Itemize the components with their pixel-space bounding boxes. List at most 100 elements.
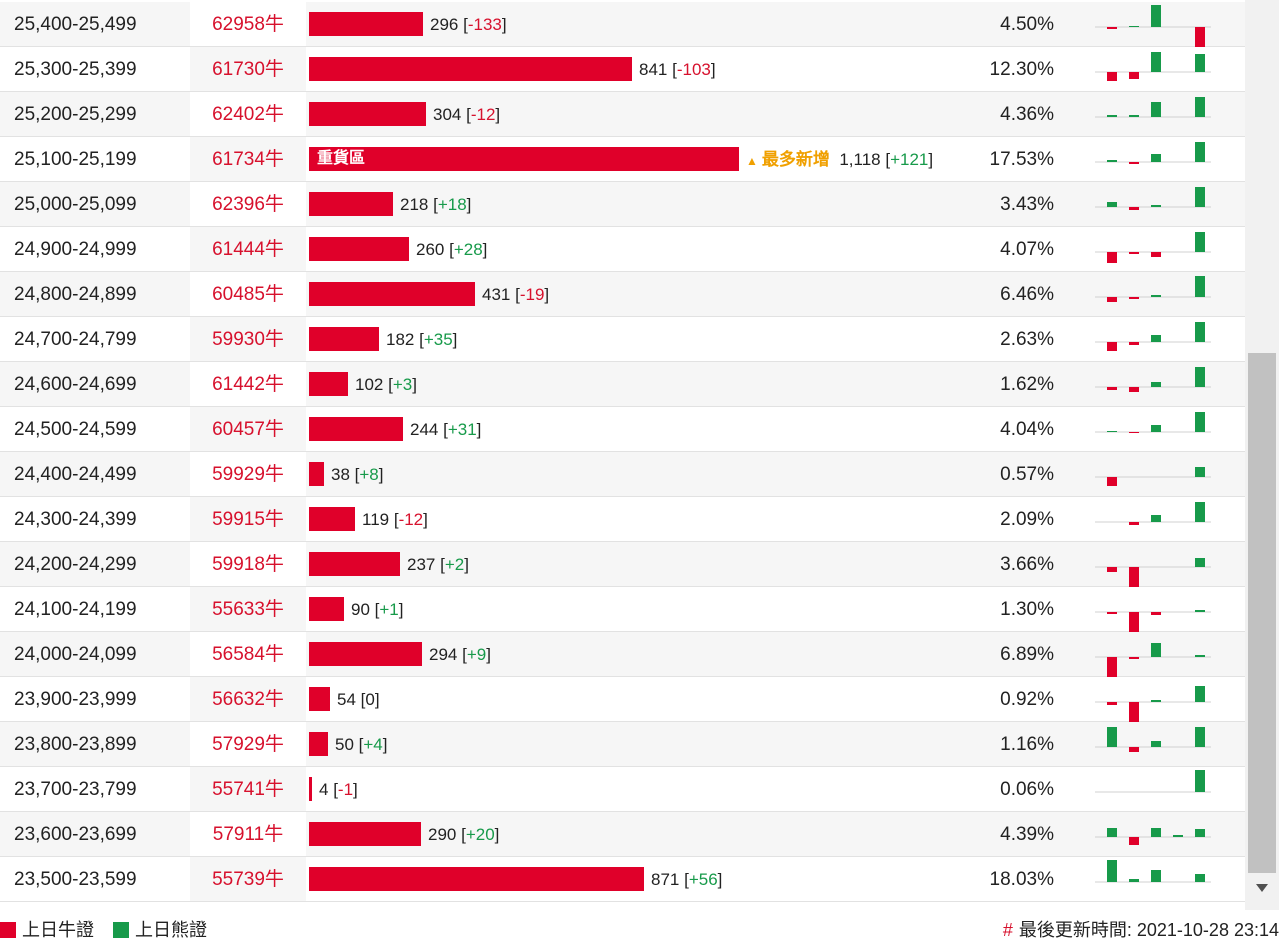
share-percent: 4.36% (1000, 104, 1054, 125)
sparkline-bar (1129, 657, 1139, 659)
table-row[interactable]: 23,700-23,799 55741牛 4 [-1] 0.06% (0, 767, 1245, 812)
quantity-change: -12 (398, 510, 424, 529)
table-row[interactable]: 24,000-24,099 56584牛 294 [+9] 6.89% (0, 632, 1245, 677)
warrant-code-link[interactable]: 59915牛 (190, 497, 306, 541)
table-row[interactable]: 24,800-24,899 60485牛 431 [-19] 6.46% (0, 272, 1245, 317)
quantity-bar-cell: 218 [+18] (309, 182, 989, 227)
quantity-change: +2 (444, 555, 465, 574)
warrant-code-link[interactable]: 62402牛 (190, 92, 306, 136)
strike-range: 23,600-23,699 (14, 824, 137, 845)
warrant-code-link[interactable]: 57911牛 (190, 812, 306, 856)
share-percent: 4.04% (1000, 419, 1054, 440)
strike-range: 25,300-25,399 (14, 59, 137, 80)
strike-range: 24,800-24,899 (14, 284, 137, 305)
table-row[interactable]: 23,500-23,599 55739牛 871 [+56] 18.03% (0, 857, 1245, 902)
sparkline-bar (1151, 252, 1161, 257)
strike-range: 24,300-24,399 (14, 509, 137, 530)
heavy-zone-label: 重貨區 (317, 150, 366, 167)
quantity-text: 237 [+2] (407, 555, 469, 574)
quantity-change: +20 (465, 825, 495, 844)
share-percent: 1.62% (1000, 374, 1054, 395)
sparkline-bar (1195, 187, 1205, 207)
quantity-change: -19 (519, 285, 545, 304)
quantity-change: +56 (688, 870, 718, 889)
warrant-code-link[interactable]: 61734牛 (190, 137, 306, 181)
warrant-code-link[interactable]: 59918牛 (190, 542, 306, 586)
table-row[interactable]: 24,300-24,399 59915牛 119 [-12] 2.09% (0, 497, 1245, 542)
warrant-code-link[interactable]: 56584牛 (190, 632, 306, 676)
quantity-bar-cell: 871 [+56] (309, 857, 989, 902)
scroll-down-arrow-icon[interactable] (1256, 884, 1268, 892)
warrant-code-link[interactable]: 55741牛 (190, 767, 306, 811)
table-row[interactable]: 25,400-25,499 62958牛 296 [-133] 4.50% (0, 2, 1245, 47)
strike-range: 23,500-23,599 (14, 869, 137, 890)
sparkline-bar (1195, 502, 1205, 522)
quantity-bar (309, 102, 426, 126)
sparkline-bar (1173, 835, 1183, 837)
table-row[interactable]: 24,500-24,599 60457牛 244 [+31] 4.04% (0, 407, 1245, 452)
warrant-code-link[interactable]: 62958牛 (190, 2, 306, 46)
sparkline-bar (1151, 154, 1161, 162)
warrant-code-link[interactable]: 56632牛 (190, 677, 306, 721)
sparkline-bar (1151, 295, 1161, 297)
sparkline-bar (1195, 412, 1205, 432)
table-row[interactable]: 24,900-24,999 61444牛 260 [+28] 4.07% (0, 227, 1245, 272)
sparkline-bar (1195, 467, 1205, 477)
scrollbar-thumb[interactable] (1248, 353, 1276, 873)
warrant-code-link[interactable]: 61444牛 (190, 227, 306, 271)
share-percent: 6.89% (1000, 644, 1054, 665)
table-row[interactable]: 23,900-23,999 56632牛 54 [0] 0.92% (0, 677, 1245, 722)
quantity-value: 296 (430, 15, 459, 34)
strike-range: 23,900-23,999 (14, 689, 137, 710)
table-row[interactable]: 25,200-25,299 62402牛 304 [-12] 4.36% (0, 92, 1245, 137)
table-row[interactable]: 25,100-25,199 61734牛 重貨區 ▲ 最多新增 1,118 [+121]… (0, 137, 1245, 182)
table-row[interactable]: 25,300-25,399 61730牛 841 [-103] 12.30% (0, 47, 1245, 92)
history-sparkline (1095, 276, 1211, 302)
quantity-bar (309, 12, 423, 36)
table-row[interactable]: 23,800-23,899 57929牛 50 [+4] 1.16% (0, 722, 1245, 767)
table-row[interactable]: 24,100-24,199 55633牛 90 [+1] 1.30% (0, 587, 1245, 632)
warrant-code-link[interactable]: 60485牛 (190, 272, 306, 316)
table-row[interactable]: 24,200-24,299 59918牛 237 [+2] 3.66% (0, 542, 1245, 587)
warrant-code-link[interactable]: 61442牛 (190, 362, 306, 406)
warrant-code-link[interactable]: 59929牛 (190, 452, 306, 496)
warrant-code-link[interactable]: 61730牛 (190, 47, 306, 91)
warrant-code-link[interactable]: 55739牛 (190, 857, 306, 901)
table-row[interactable]: 24,600-24,699 61442牛 102 [+3] 1.62% (0, 362, 1245, 407)
sparkline-bar (1151, 741, 1161, 747)
warrant-code-link[interactable]: 60457牛 (190, 407, 306, 451)
quantity-value: 102 (355, 375, 384, 394)
quantity-text: 431 [-19] (482, 285, 550, 304)
quantity-bar-cell: 296 [-133] (309, 2, 989, 47)
share-percent: 3.43% (1000, 194, 1054, 215)
warrant-code-link[interactable]: 62396牛 (190, 182, 306, 226)
table-row[interactable]: 24,700-24,799 59930牛 182 [+35] 2.63% (0, 317, 1245, 362)
history-sparkline (1095, 643, 1211, 677)
quantity-bar (309, 552, 400, 576)
warrant-code-link[interactable]: 59930牛 (190, 317, 306, 361)
sparkline-bar (1151, 425, 1161, 432)
quantity-bar (309, 327, 379, 351)
strike-range: 24,500-24,599 (14, 419, 137, 440)
sparkline-bar (1129, 522, 1139, 525)
table-row[interactable]: 25,000-25,099 62396牛 218 [+18] 3.43% (0, 182, 1245, 227)
table-row[interactable]: 23,600-23,699 57911牛 290 [+20] 4.39% (0, 812, 1245, 857)
share-percent: 4.39% (1000, 824, 1054, 845)
quantity-change: +31 (447, 420, 477, 439)
sparkline-bar (1129, 72, 1139, 79)
warrant-code-link[interactable]: 55633牛 (190, 587, 306, 631)
sparkline-bar (1107, 702, 1117, 705)
sparkline-bar (1129, 115, 1139, 117)
history-sparkline (1095, 828, 1211, 845)
quantity-change: -1 (337, 780, 354, 799)
sparkline-bar (1107, 297, 1117, 302)
quantity-bar (309, 192, 393, 216)
quantity-value: 218 (400, 195, 429, 214)
quantity-bar (309, 462, 324, 486)
table-row[interactable]: 24,400-24,499 59929牛 38 [+8] 0.57% (0, 452, 1245, 497)
warrant-code-link[interactable]: 57929牛 (190, 722, 306, 766)
quantity-bar-cell: 304 [-12] (309, 92, 989, 137)
sparkline-bar (1151, 5, 1161, 27)
history-sparkline (1095, 97, 1211, 118)
vertical-scrollbar[interactable] (1245, 0, 1279, 910)
